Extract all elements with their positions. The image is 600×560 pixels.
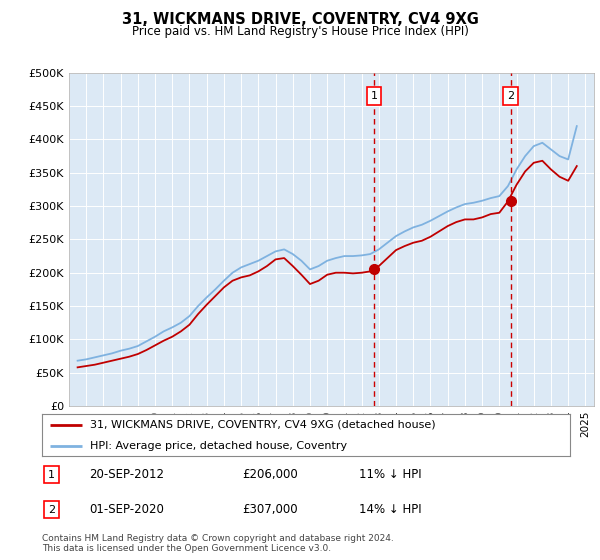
- Text: 11% ↓ HPI: 11% ↓ HPI: [359, 468, 421, 481]
- Text: £206,000: £206,000: [242, 468, 298, 481]
- Text: 1: 1: [371, 91, 377, 101]
- Text: 20-SEP-2012: 20-SEP-2012: [89, 468, 164, 481]
- Text: 1: 1: [48, 470, 55, 479]
- Text: £307,000: £307,000: [242, 503, 298, 516]
- Text: Price paid vs. HM Land Registry's House Price Index (HPI): Price paid vs. HM Land Registry's House …: [131, 25, 469, 38]
- Text: 31, WICKMANS DRIVE, COVENTRY, CV4 9XG (detached house): 31, WICKMANS DRIVE, COVENTRY, CV4 9XG (d…: [89, 420, 435, 430]
- Text: 31, WICKMANS DRIVE, COVENTRY, CV4 9XG: 31, WICKMANS DRIVE, COVENTRY, CV4 9XG: [122, 12, 478, 27]
- Text: Contains HM Land Registry data © Crown copyright and database right 2024.
This d: Contains HM Land Registry data © Crown c…: [42, 534, 394, 553]
- Text: HPI: Average price, detached house, Coventry: HPI: Average price, detached house, Cove…: [89, 441, 347, 451]
- Text: 01-SEP-2020: 01-SEP-2020: [89, 503, 164, 516]
- Text: 2: 2: [48, 505, 55, 515]
- Text: 14% ↓ HPI: 14% ↓ HPI: [359, 503, 421, 516]
- Text: 2: 2: [507, 91, 514, 101]
